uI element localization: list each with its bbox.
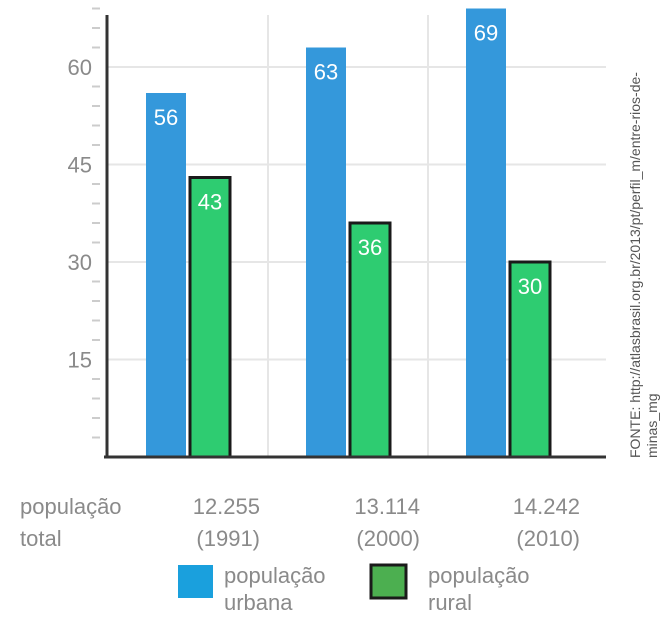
category-header-line-1: população <box>20 494 122 519</box>
bar-urbana <box>306 47 346 457</box>
bar-value-label: 69 <box>474 21 498 46</box>
legend-swatch-rural <box>369 563 408 600</box>
bar-rural <box>348 221 392 459</box>
legend-label-urbana-line-1: população <box>224 563 326 588</box>
x-category-year: (2000) <box>356 526 420 551</box>
label-layer: 15 30 45 60 56 43 12.255 (1991) 63 36 13.114 (2000)… <box>68 21 580 552</box>
bar-value-label: 30 <box>518 274 542 299</box>
category-header-line-2: total <box>20 526 62 551</box>
bar-urbana <box>146 93 186 457</box>
legend-swatch-urbana <box>178 565 213 598</box>
x-category-population: 14.242 <box>513 494 580 519</box>
legend-label-rural-line-2: rural <box>428 590 472 615</box>
bar-urbana <box>466 8 506 457</box>
bars-layer <box>146 8 552 459</box>
x-category-population: 13.114 <box>354 494 420 519</box>
y-tick-label: 15 <box>68 348 92 373</box>
legend-label-rural-line-1: população <box>428 563 530 588</box>
source-line-1: FONTE: http://atlasbrasil.org.br/2013/pt… <box>627 72 643 458</box>
source-line-2: minas_mg <box>644 393 660 458</box>
bar-rural <box>188 176 232 459</box>
legend: população urbana população rural <box>178 563 530 615</box>
y-tick-label: 45 <box>68 153 92 178</box>
bar-value-label: 63 <box>314 60 338 85</box>
source-note: FONTE: http://atlasbrasil.org.br/2013/pt… <box>627 72 660 458</box>
bar-value-label: 56 <box>154 105 178 130</box>
x-category-population: 12.255 <box>193 494 260 519</box>
axis-layer <box>104 15 606 459</box>
legend-label-urbana-line-2: urbana <box>224 590 293 615</box>
x-category-year: (2010) <box>516 526 580 551</box>
bar-value-label: 43 <box>198 190 222 215</box>
x-category-year: (1991) <box>196 526 260 551</box>
bar-value-label: 36 <box>358 235 382 260</box>
y-tick-label: 30 <box>68 250 92 275</box>
y-tick-label: 60 <box>68 55 92 80</box>
